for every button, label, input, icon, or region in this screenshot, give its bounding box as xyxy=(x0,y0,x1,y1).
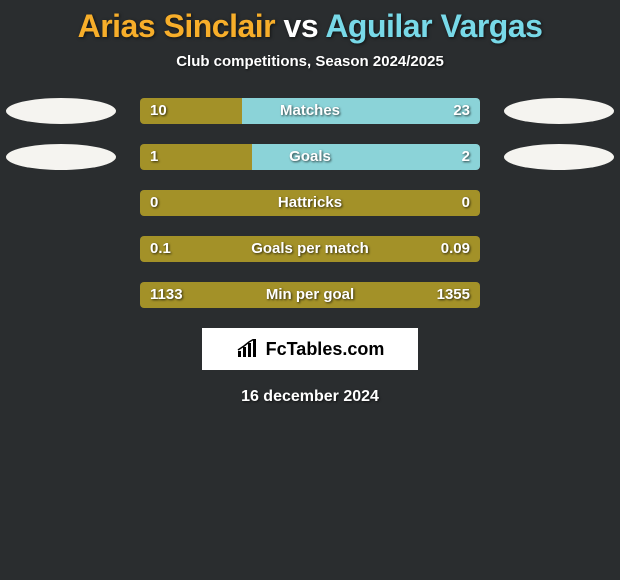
comparison-title: Arias Sinclair vs Aguilar Vargas xyxy=(0,0,620,45)
bar-segment-player1 xyxy=(140,190,480,216)
bar-segment-player2 xyxy=(252,144,480,170)
stat-bar xyxy=(140,98,480,124)
vs-text: vs xyxy=(284,8,319,44)
chart-icon xyxy=(236,339,260,359)
stat-bar xyxy=(140,144,480,170)
player2-badge xyxy=(504,144,614,170)
stat-bar xyxy=(140,282,480,308)
player2-name: Aguilar Vargas xyxy=(325,8,542,44)
stat-row: 1133Min per goal1355 xyxy=(0,282,620,308)
player1-badge xyxy=(6,144,116,170)
stat-row: 1Goals2 xyxy=(0,144,620,170)
subtitle: Club competitions, Season 2024/2025 xyxy=(0,53,620,70)
bar-segment-player1 xyxy=(140,144,252,170)
stat-bar xyxy=(140,190,480,216)
date-text: 16 december 2024 xyxy=(0,388,620,406)
bar-segment-player2 xyxy=(242,98,480,124)
stat-bar xyxy=(140,236,480,262)
bar-segment-player1 xyxy=(140,98,242,124)
stat-row: 10Matches23 xyxy=(0,98,620,124)
stat-rows: 10Matches23 1Goals2 0Hattricks0 0.1Goals pe… xyxy=(0,98,620,308)
logo-box: FcTables.com xyxy=(202,328,418,370)
stat-row: 0.1Goals per match0.09 xyxy=(0,236,620,262)
player2-badge xyxy=(504,98,614,124)
bar-segment-player1 xyxy=(140,236,480,262)
player1-badge xyxy=(6,98,116,124)
stat-row: 0Hattricks0 xyxy=(0,190,620,216)
bar-segment-player1 xyxy=(140,282,480,308)
player1-name: Arias Sinclair xyxy=(78,8,276,44)
logo-text: FcTables.com xyxy=(266,339,385,360)
